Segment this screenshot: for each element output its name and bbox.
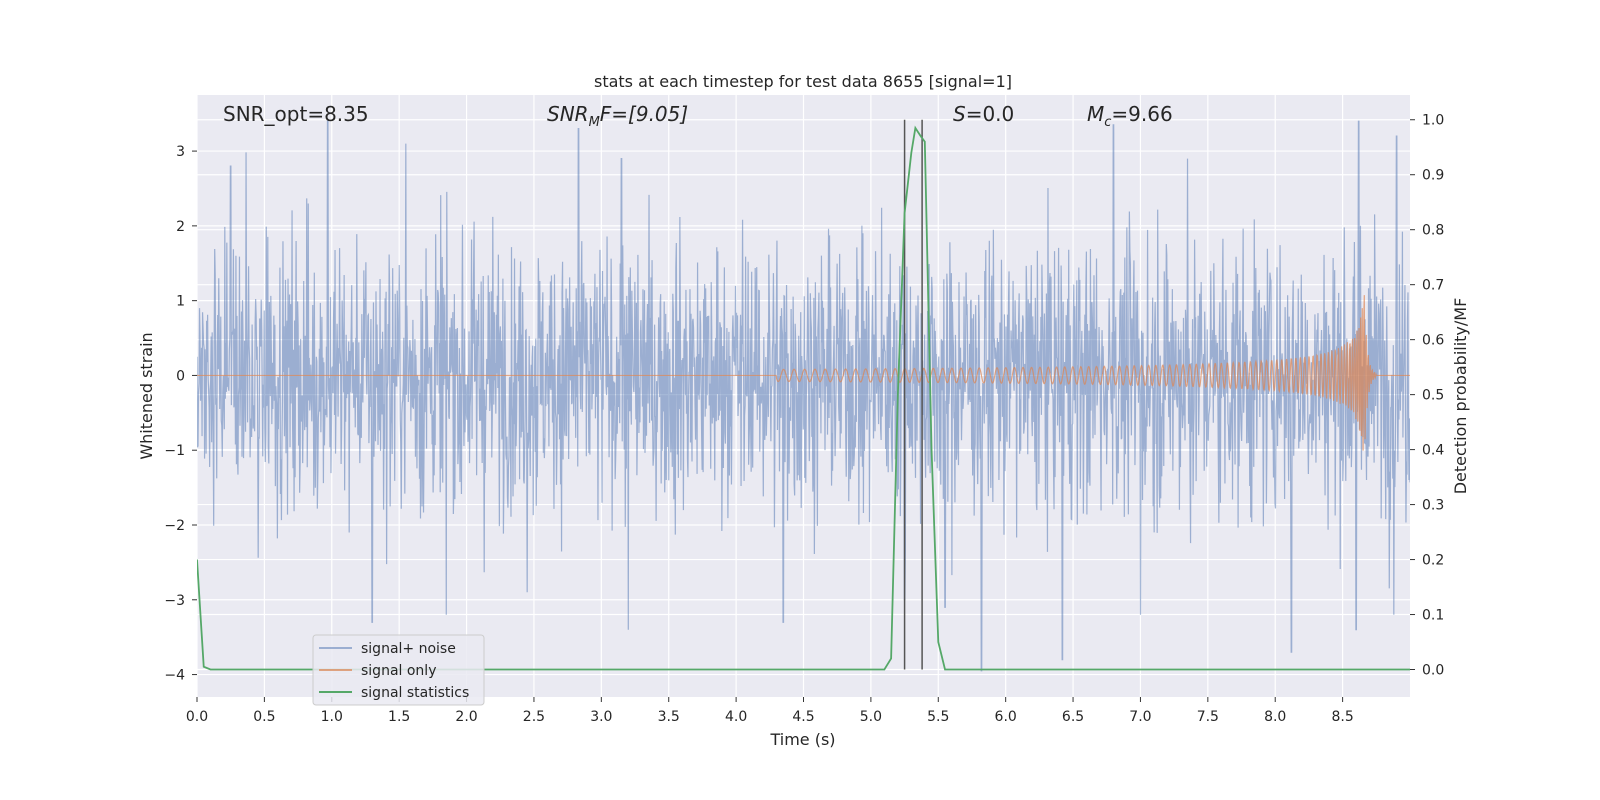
- right-y-tick-label: 0.8: [1422, 223, 1444, 239]
- x-tick-label: 3.5: [658, 709, 680, 725]
- snr-mf-rest: F=[9.05]: [600, 102, 688, 126]
- x-tick-label: 4.5: [792, 709, 814, 725]
- snr-opt-annotation: SNR_opt=8.35: [223, 102, 369, 126]
- y-tick-label: −1: [164, 443, 185, 459]
- x-tick-label: 8.0: [1264, 709, 1286, 725]
- mc-sub: c: [1104, 115, 1111, 130]
- right-y-tick-label: 0.4: [1422, 443, 1444, 459]
- mc-annotation: Mc=9.66: [1087, 102, 1173, 130]
- x-tick-label: 0.0: [186, 709, 208, 725]
- x-tick-label: 8.5: [1331, 709, 1353, 725]
- y-tick-label: −2: [164, 518, 185, 534]
- mc-val: =9.66: [1111, 102, 1172, 126]
- y-tick-label: −3: [164, 593, 185, 609]
- y-tick-label: 2: [176, 219, 185, 235]
- x-tick-label: 6.0: [995, 709, 1017, 725]
- y-tick-label: 1: [176, 294, 185, 310]
- x-tick-label: 4.0: [725, 709, 747, 725]
- right-y-tick-label: 0.7: [1422, 278, 1444, 294]
- snr-mf-annotation: SNRMF=[9.05]: [547, 102, 688, 130]
- x-tick-label: 3.0: [590, 709, 612, 725]
- y-tick-label: −4: [164, 668, 185, 684]
- right-y-tick-label: 0.5: [1422, 388, 1444, 404]
- right-y-tick-label: 0.3: [1422, 498, 1444, 514]
- legend: signal+ noise signal only signal statist…: [312, 634, 485, 706]
- right-y-tick-label: 0.0: [1422, 663, 1444, 679]
- right-y-tick-label: 0.1: [1422, 608, 1444, 624]
- x-tick-label: 5.5: [927, 709, 949, 725]
- x-tick-label: 2.0: [455, 709, 477, 725]
- x-tick-label: 0.5: [253, 709, 275, 725]
- y-axis-label: Whitened strain: [137, 332, 156, 459]
- x-tick-label: 7.0: [1129, 709, 1151, 725]
- y-tick-label: 0: [176, 368, 185, 384]
- right-y-tick-label: 0.2: [1422, 553, 1444, 569]
- legend-label-signal: signal only: [361, 663, 436, 679]
- right-y-tick-label: 0.9: [1422, 168, 1444, 184]
- signal-noise-line: [197, 120, 1410, 672]
- x-tick-label: 5.0: [860, 709, 882, 725]
- mc-var: M: [1087, 102, 1104, 126]
- x-tick-label: 1.5: [388, 709, 410, 725]
- x-tick-label: 6.5: [1062, 709, 1084, 725]
- x-tick-label: 7.5: [1197, 709, 1219, 725]
- signal-only-line: [197, 295, 1410, 451]
- x-tick-label: 1.0: [321, 709, 343, 725]
- snr-mf-base: SNR: [547, 102, 589, 126]
- right-y-axis-label: Detection probability/MF: [1451, 298, 1470, 495]
- snr-mf-sub: M: [589, 115, 600, 130]
- x-axis-label: Time (s): [769, 730, 835, 749]
- legend-box: [312, 634, 485, 706]
- chart-title: stats at each timestep for test data 865…: [594, 72, 1012, 91]
- right-y-axis-ticks: 0.0 0.1 0.2 0.3 0.4 0.5 0.6 0.7 0.8 0.9 1.0: [1410, 113, 1444, 679]
- right-y-tick-label: 1.0: [1422, 113, 1444, 129]
- legend-label-stats: signal statistics: [361, 685, 469, 701]
- x-axis-ticks: 0.0 0.5 1.0 1.5 2.0 2.5 3.0 3.5 4.0 4.5 5.0 5.5 6.0 6…: [186, 697, 1354, 725]
- right-y-tick-label: 0.6: [1422, 333, 1444, 349]
- x-tick-label: 2.5: [523, 709, 545, 725]
- y-axis-ticks: −4 −3 −2 −1 0 1 2 3: [164, 144, 197, 684]
- s-val: =0.0: [966, 102, 1015, 126]
- y-tick-label: 3: [176, 144, 185, 160]
- signal-statistics-line: [197, 125, 1410, 671]
- s-var: S: [953, 102, 966, 126]
- legend-label-noise: signal+ noise: [361, 641, 456, 657]
- s-annotation: S=0.0: [953, 102, 1014, 126]
